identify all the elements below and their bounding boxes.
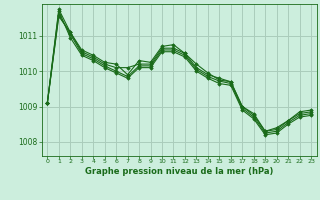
X-axis label: Graphe pression niveau de la mer (hPa): Graphe pression niveau de la mer (hPa) (85, 167, 273, 176)
